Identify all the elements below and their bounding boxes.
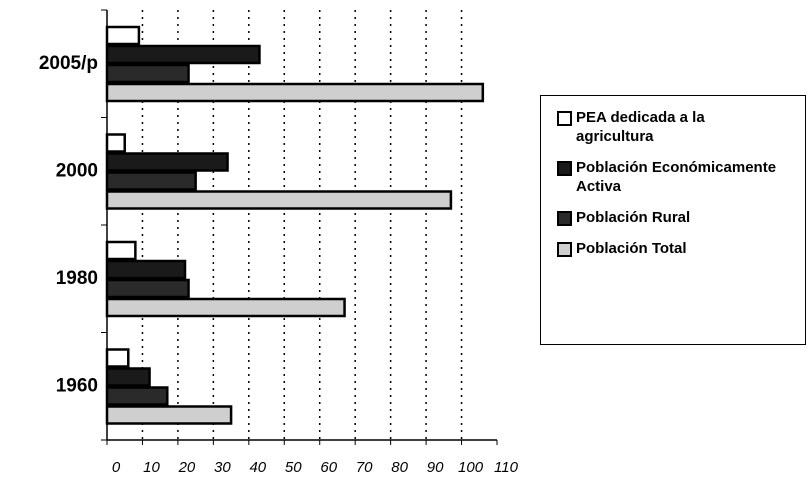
bar bbox=[105, 171, 197, 191]
y-tick-label: 1980 bbox=[56, 268, 98, 289]
bar bbox=[105, 348, 130, 368]
bar bbox=[105, 82, 485, 103]
bar bbox=[105, 63, 190, 84]
legend-swatch bbox=[557, 111, 572, 126]
bar bbox=[105, 259, 187, 280]
legend-label: Población Total bbox=[576, 240, 687, 257]
bar bbox=[105, 190, 453, 210]
legend-label: Población Económicamente Activa bbox=[576, 159, 777, 195]
legend: PEA dedicada a la agricultura Población E… bbox=[540, 95, 806, 345]
legend-label: PEA dedicada a la agricultura bbox=[576, 109, 705, 145]
bar bbox=[105, 405, 233, 425]
x-tick-label: 0 bbox=[112, 459, 121, 476]
x-tick-label: 10 bbox=[143, 459, 160, 476]
bar bbox=[105, 278, 190, 299]
x-tick-label: 30 bbox=[214, 459, 231, 476]
x-tick-label: 100 bbox=[458, 459, 484, 476]
legend-swatch bbox=[557, 242, 572, 257]
y-tick-label: 1960 bbox=[56, 375, 98, 396]
bar bbox=[105, 240, 137, 261]
y-tick-label: 2005/p bbox=[39, 53, 98, 74]
legend-swatch bbox=[557, 211, 572, 226]
legend-item: Población Rural bbox=[557, 208, 807, 227]
x-tick-label: 50 bbox=[285, 459, 302, 476]
bar bbox=[105, 152, 229, 172]
bar bbox=[105, 25, 141, 46]
bar bbox=[105, 367, 151, 387]
x-tick-label: 90 bbox=[427, 459, 444, 476]
bar bbox=[105, 297, 346, 318]
legend-item: Población Económicamente Activa bbox=[557, 158, 807, 196]
x-tick-label: 110 bbox=[494, 459, 519, 476]
x-tick-label: 80 bbox=[391, 459, 408, 476]
legend-swatch bbox=[557, 161, 572, 176]
x-tick-label: 70 bbox=[356, 459, 373, 476]
bar bbox=[105, 133, 126, 153]
legend-item: PEA dedicada a la agricultura bbox=[557, 108, 807, 146]
y-tick-label: 2000 bbox=[56, 160, 98, 181]
legend-label: Población Rural bbox=[576, 209, 691, 226]
x-tick-label: 60 bbox=[320, 459, 337, 476]
legend-item: Población Total bbox=[557, 239, 807, 258]
x-tick-label: 40 bbox=[249, 459, 266, 476]
bar bbox=[105, 44, 261, 65]
bar bbox=[105, 386, 169, 406]
x-tick-label: 20 bbox=[178, 459, 196, 476]
